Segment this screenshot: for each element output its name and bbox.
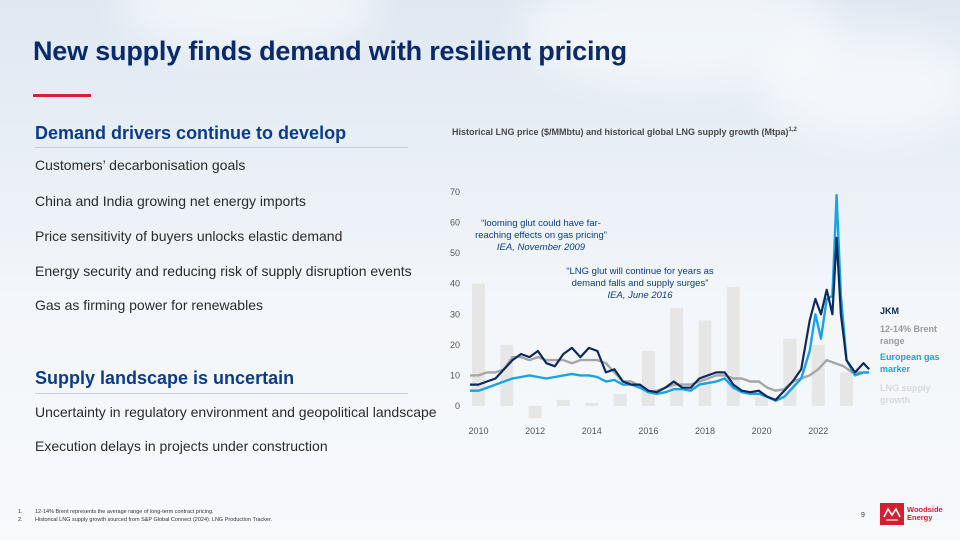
footnote-text: 12-14% Brent represents the average rang… [35, 509, 214, 515]
series-line-jkm [470, 236, 871, 401]
x-axis-ticks: 2010 2012 2014 2016 2018 2020 2022 [468, 426, 828, 436]
footnote-text: Historical LNG supply growth sourced fro… [35, 517, 273, 523]
quote-2016-line: demand falls and supply surges” [572, 278, 709, 289]
quote-2016: “LNG glut will continue for years as dem… [566, 266, 714, 301]
x-tick-label: 2012 [525, 426, 545, 436]
supply-bar [641, 350, 655, 406]
legend-jkm: JKM [880, 306, 900, 316]
demand-item: Customers’ decarbonisation goals [35, 157, 246, 173]
footnote: 2. Historical LNG supply growth sourced f… [18, 517, 272, 523]
series-line-12-14-brent-range [470, 355, 870, 394]
quote-2009: “looming glut could have far- reaching e… [475, 218, 607, 253]
demand-item: Gas as firming power for renewables [35, 297, 263, 313]
page-number: 9 [861, 512, 865, 519]
quote-2016-source: IEA, June 2016 [608, 290, 674, 301]
price-lines [470, 193, 871, 403]
logo-line-2: Energy [907, 513, 933, 522]
woodside-logo-icon [880, 503, 904, 525]
supply-bar [500, 344, 514, 406]
x-tick-label: 2022 [808, 426, 828, 436]
quote-2016-line: “LNG glut will continue for years as [566, 266, 714, 277]
y-tick-label: 50 [450, 248, 460, 258]
x-tick-label: 2014 [582, 426, 602, 436]
supply-bar [585, 402, 599, 406]
quote-2009-source: IEA, November 2009 [497, 242, 586, 253]
chart-title-footnote-ref: 1,2 [788, 127, 797, 133]
logo-line-1: Woodside [907, 505, 943, 514]
y-tick-label: 60 [450, 218, 460, 228]
legend-euro: European gas marker [880, 352, 940, 374]
series-line-european-gas-marker [470, 193, 870, 403]
y-tick-label: 40 [450, 279, 460, 289]
supply-bar [670, 308, 684, 406]
supply-heading-rule [35, 393, 408, 394]
supply-bar [755, 396, 769, 406]
title-accent-rule [33, 94, 91, 97]
demand-item: China and India growing net energy impor… [35, 193, 306, 209]
demand-heading-rule [35, 147, 408, 148]
woodside-logo: Woodside Energy [880, 503, 943, 525]
supply-bar [556, 399, 570, 406]
supply-bar [613, 393, 627, 406]
page-title: New supply finds demand with resilient p… [33, 36, 627, 66]
y-tick-label: 30 [450, 309, 460, 319]
legend-brent: 12-14% Brent range [880, 324, 938, 346]
x-tick-label: 2018 [695, 426, 715, 436]
y-axis-ticks: 0 10 20 30 40 50 60 70 [450, 187, 460, 411]
footnote-number: 1. [18, 509, 23, 515]
supply-bar [471, 283, 485, 406]
x-tick-label: 2010 [468, 426, 488, 436]
y-tick-label: 20 [450, 340, 460, 350]
x-tick-label: 2016 [638, 426, 658, 436]
supply-item: Execution delays in projects under const… [35, 438, 328, 454]
chart-title-text: Historical LNG price ($/MMbtu) and histo… [452, 127, 789, 137]
chart-title: Historical LNG price ($/MMbtu) and histo… [452, 127, 797, 137]
demand-item: Energy security and reducing risk of sup… [35, 263, 412, 279]
lng-price-chart: 0 10 20 30 40 50 60 70 2010 2012 2014 2016 2018 2020… [450, 187, 871, 436]
y-tick-label: 0 [455, 401, 460, 411]
supply-bar [840, 372, 854, 406]
woodside-logo-text: Woodside Energy [907, 506, 943, 522]
supply-bar [698, 320, 712, 406]
x-tick-label: 2020 [752, 426, 772, 436]
quote-2009-line: reaching effects on gas pricing” [475, 230, 607, 241]
y-tick-label: 70 [450, 187, 460, 197]
demand-heading: Demand drivers continue to develop [35, 123, 347, 143]
supply-heading: Supply landscape is uncertain [35, 368, 295, 388]
footnote-number: 2. [18, 517, 23, 523]
supply-bar [528, 406, 542, 419]
demand-item: Price sensitivity of buyers unlocks elas… [35, 228, 343, 244]
legend-supply: LNG supply growth [880, 383, 931, 405]
supply-item: Uncertainty in regulatory environment an… [35, 404, 437, 420]
supply-bars [471, 283, 854, 419]
y-tick-label: 10 [450, 370, 460, 380]
quote-2009-line: “looming glut could have far- [481, 218, 601, 229]
footnote: 1. 12-14% Brent represents the average ra… [18, 509, 214, 515]
supply-bar [811, 344, 825, 406]
cloud-bg [760, 30, 960, 140]
